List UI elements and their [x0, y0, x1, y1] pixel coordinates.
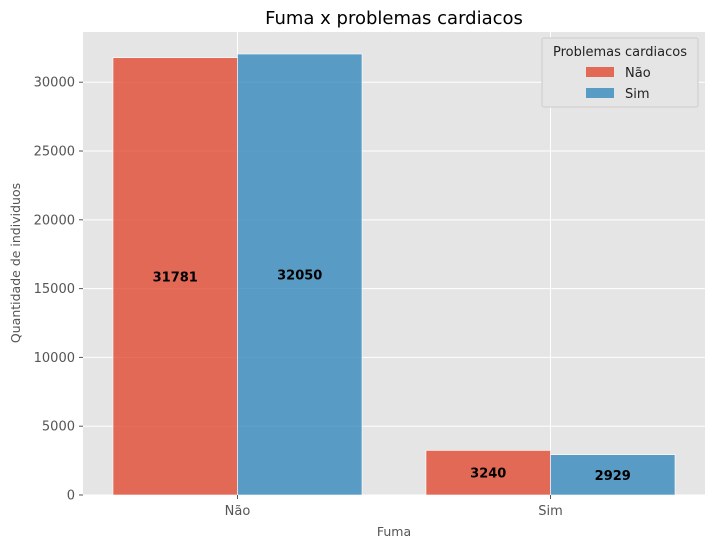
x-axis-ticks: Não Sim	[225, 495, 563, 519]
legend-title: Problemas cardiacos	[553, 45, 687, 60]
data-label: 32050	[277, 269, 322, 284]
y-tick-label: 0	[67, 489, 75, 504]
legend-swatch-nao	[586, 67, 614, 77]
y-axis-ticks: 0 5000 10000 15000 20000 25000 30000	[34, 76, 83, 504]
y-tick-label: 20000	[34, 213, 75, 228]
bar-nao-sim	[425, 450, 551, 496]
x-axis-label: Fuma	[377, 524, 411, 539]
y-tick-label: 10000	[34, 351, 75, 366]
legend-box	[541, 37, 699, 108]
legend-entry-sim: Sim	[625, 87, 650, 102]
x-tick-label: Não	[225, 504, 251, 519]
x-tick-label: Sim	[538, 504, 563, 519]
bar-nao-nao	[112, 57, 238, 496]
data-labels: 31781 3240 32050 2929	[153, 269, 631, 484]
data-label: 3240	[470, 467, 506, 482]
data-label: 31781	[153, 270, 198, 285]
bar-sim-nao	[237, 53, 363, 496]
y-tick-label: 25000	[34, 145, 75, 160]
legend-swatch-sim	[586, 88, 614, 98]
legend-entry-nao: Não	[625, 66, 651, 81]
y-tick-label: 5000	[42, 420, 75, 435]
legend: Problemas cardiacos Não Sim	[541, 37, 699, 108]
y-axis-label: Quantidade de individuos	[8, 183, 23, 343]
y-tick-label: 15000	[34, 282, 75, 297]
chart-title: Fuma x problemas cardiacos	[265, 8, 523, 29]
data-label: 2929	[595, 469, 631, 484]
y-tick-label: 30000	[34, 76, 75, 91]
bars	[112, 53, 676, 496]
bar-sim-sim	[550, 454, 676, 496]
